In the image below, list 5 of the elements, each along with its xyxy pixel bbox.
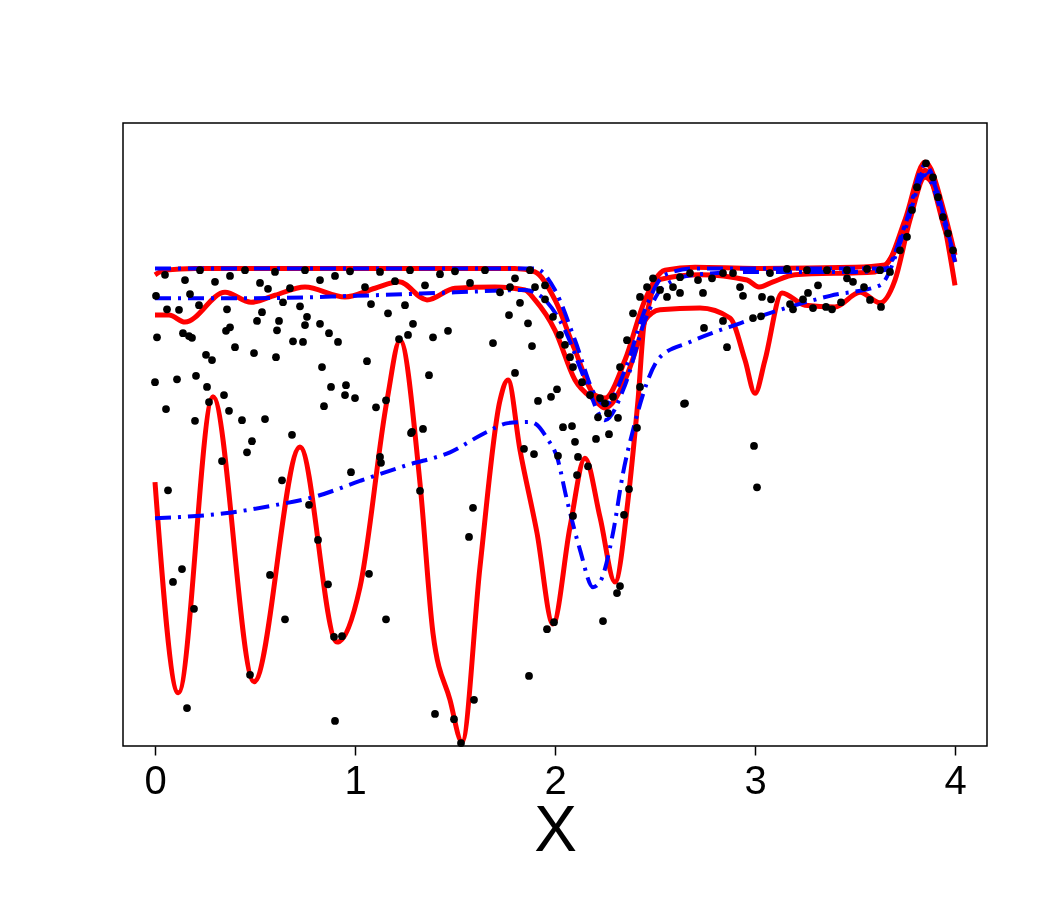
x-tick-label: 1 (344, 757, 367, 802)
x-tick-label: 3 (744, 757, 767, 802)
x-tick-label: 2 (544, 757, 567, 802)
x-tick-label: 4 (944, 757, 967, 802)
x-tick-label: 0 (144, 757, 167, 802)
